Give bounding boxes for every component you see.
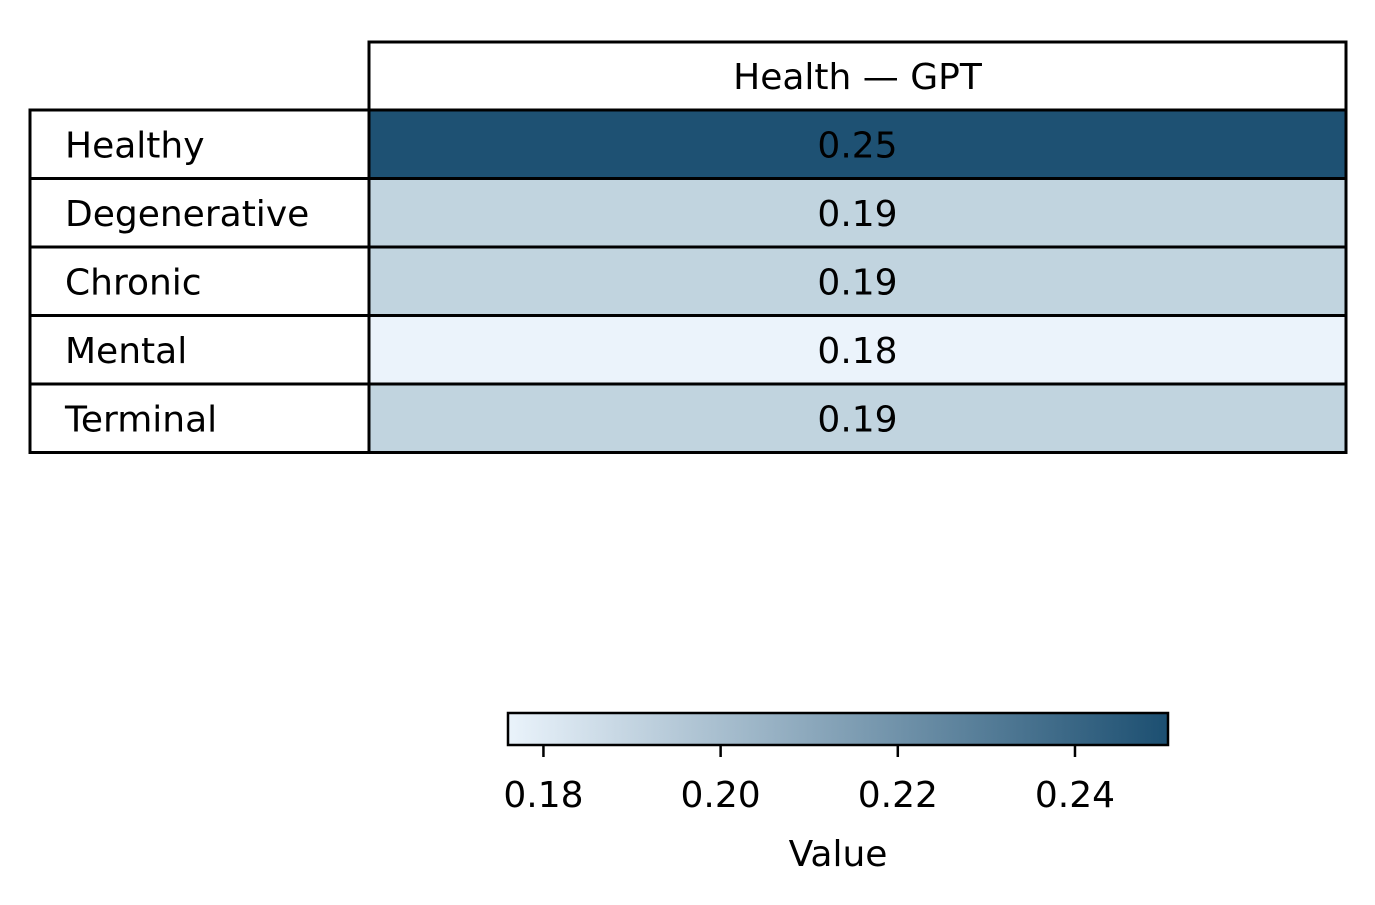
- cell-value-label: 0.25: [817, 125, 897, 166]
- row-label: Terminal: [64, 399, 217, 440]
- colorbar-tick-label: 0.24: [1035, 775, 1115, 816]
- colorbar: 0.18 0.20 0.22 0.24 Value: [503, 711, 1170, 875]
- row-label: Chronic: [65, 262, 202, 303]
- heatmap-cell: [367, 382, 1348, 454]
- colorbar-label: Value: [789, 834, 888, 875]
- colorbar-tick-label: 0.18: [503, 775, 583, 816]
- table-row: Degenerative 0.19: [28, 177, 1348, 249]
- row-label-cell: [28, 108, 371, 180]
- cell-value-label: 0.18: [817, 331, 897, 372]
- row-label: Degenerative: [65, 194, 309, 235]
- row-label-cell: [28, 245, 371, 317]
- column-header-box: [367, 40, 1348, 112]
- row-label-cell: [28, 382, 371, 454]
- colorbar-gradient-bar: [506, 711, 1170, 747]
- column-header-cell: Health — GPT: [367, 40, 1348, 112]
- cell-value-label: 0.19: [817, 399, 897, 440]
- colorbar-tick-label: 0.20: [681, 775, 761, 816]
- cell-value-label: 0.19: [817, 262, 897, 303]
- row-label: Healthy: [65, 125, 205, 166]
- table-row: Healthy 0.25: [28, 108, 1348, 180]
- column-header-label: Health — GPT: [733, 57, 983, 98]
- table-rows: Healthy 0.25 Degenerative 0.19 Chronic 0.19 Me…: [28, 108, 1348, 454]
- row-label-cell: [28, 314, 371, 386]
- table-row: Terminal 0.19: [28, 382, 1348, 454]
- cell-value-label: 0.19: [817, 194, 897, 235]
- row-label: Mental: [65, 331, 187, 372]
- table-row: Mental 0.18: [28, 314, 1348, 386]
- colorbar-ticks: 0.18 0.20 0.22 0.24: [503, 745, 1115, 816]
- colorbar-tick-label: 0.22: [858, 775, 938, 816]
- table-row: Chronic 0.19: [28, 245, 1348, 317]
